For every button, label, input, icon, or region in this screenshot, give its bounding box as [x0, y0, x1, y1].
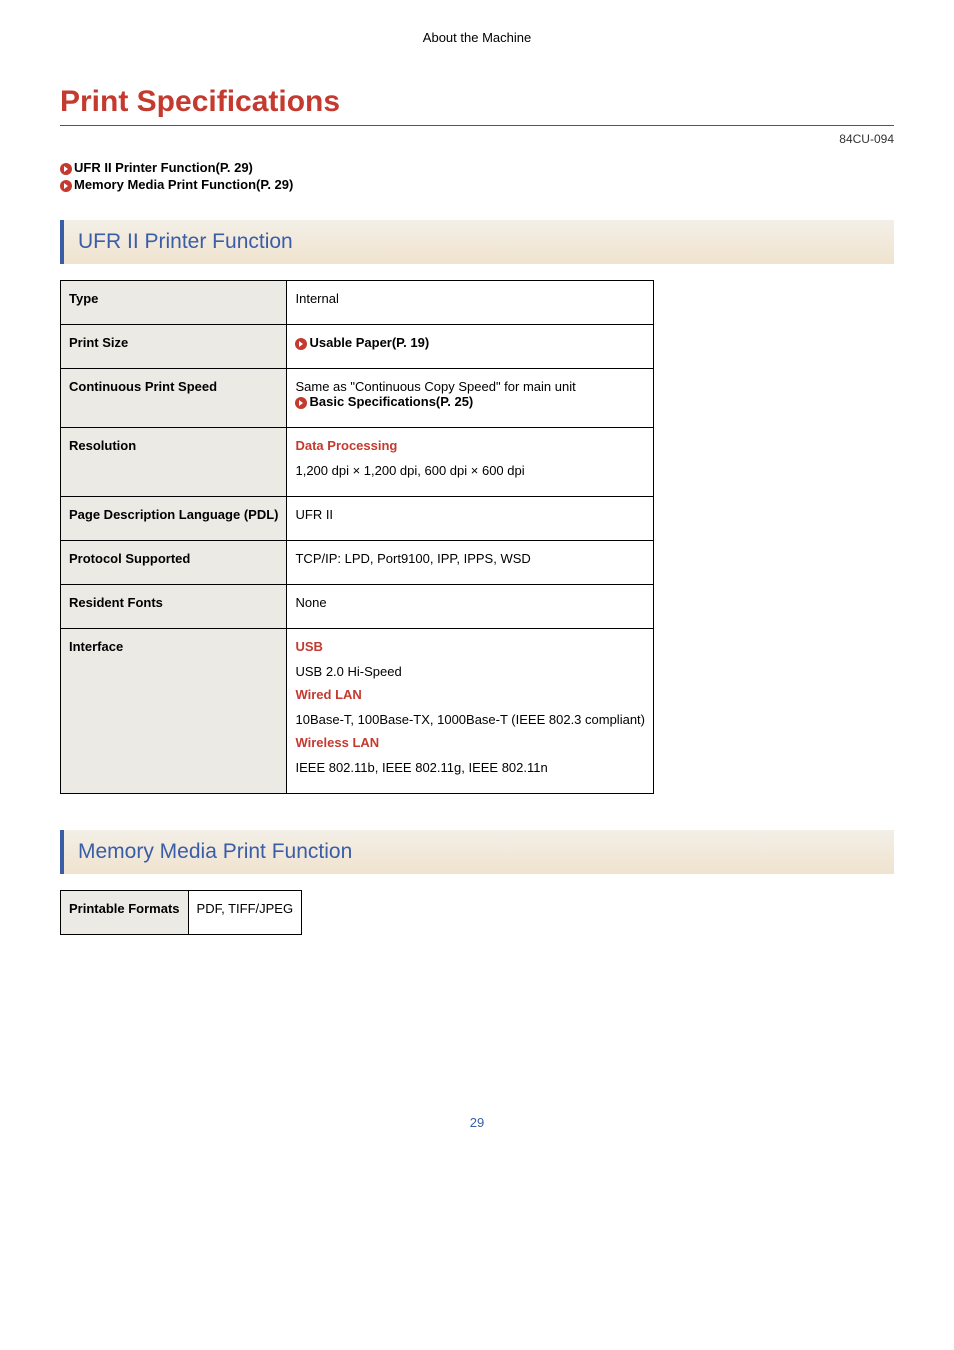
play-icon	[60, 163, 72, 175]
document-id: 84CU-094	[60, 132, 894, 146]
subheading: Wireless LAN	[295, 735, 645, 750]
table-row: Interface USB USB 2.0 Hi-Speed Wired LAN…	[61, 629, 654, 794]
cell-value: USB USB 2.0 Hi-Speed Wired LAN 10Base-T,…	[287, 629, 654, 794]
cell-value: Data Processing 1,200 dpi × 1,200 dpi, 6…	[287, 428, 654, 497]
table-row: Page Description Language (PDL) UFR II	[61, 497, 654, 541]
xref-link[interactable]: Basic Specifications(P. 25)	[309, 394, 473, 409]
cell-label: Printable Formats	[61, 891, 189, 935]
cell-value: Same as "Continuous Copy Speed" for main…	[287, 369, 654, 428]
subheading: Data Processing	[295, 438, 645, 453]
cell-text: USB 2.0 Hi-Speed	[295, 664, 645, 679]
cell-value: Internal	[287, 281, 654, 325]
table-row: Type Internal	[61, 281, 654, 325]
cell-label: Type	[61, 281, 287, 325]
subheading: USB	[295, 639, 645, 654]
memory-spec-table: Printable Formats PDF, TIFF/JPEG	[60, 890, 302, 935]
play-icon	[60, 180, 72, 192]
link-text: UFR II Printer Function(P. 29)	[74, 160, 253, 175]
section-heading-ufr: UFR II Printer Function	[60, 220, 894, 264]
cell-label: Page Description Language (PDL)	[61, 497, 287, 541]
table-row: Resident Fonts None	[61, 585, 654, 629]
table-row: Protocol Supported TCP/IP: LPD, Port9100…	[61, 541, 654, 585]
toc-links: UFR II Printer Function(P. 29) Memory Me…	[60, 160, 894, 192]
page-number: 29	[60, 1115, 894, 1130]
cell-label: Resident Fonts	[61, 585, 287, 629]
table-row: Resolution Data Processing 1,200 dpi × 1…	[61, 428, 654, 497]
cell-label: Continuous Print Speed	[61, 369, 287, 428]
toc-link-memory[interactable]: Memory Media Print Function(P. 29)	[60, 177, 894, 192]
play-icon	[295, 338, 307, 350]
xref-link[interactable]: Usable Paper(P. 19)	[309, 335, 429, 350]
link-text: Memory Media Print Function(P. 29)	[74, 177, 293, 192]
cell-label: Resolution	[61, 428, 287, 497]
table-row: Printable Formats PDF, TIFF/JPEG	[61, 891, 302, 935]
ufr-spec-table: Type Internal Print Size Usable Paper(P.…	[60, 280, 654, 794]
toc-link-ufr[interactable]: UFR II Printer Function(P. 29)	[60, 160, 894, 175]
cell-value: UFR II	[287, 497, 654, 541]
cell-text: IEEE 802.11b, IEEE 802.11g, IEEE 802.11n	[295, 760, 547, 775]
cell-value: None	[287, 585, 654, 629]
table-row: Continuous Print Speed Same as "Continuo…	[61, 369, 654, 428]
section-heading-memory: Memory Media Print Function	[60, 830, 894, 874]
cell-label: Protocol Supported	[61, 541, 287, 585]
cell-text: 1,200 dpi × 1,200 dpi, 600 dpi × 600 dpi	[295, 463, 524, 478]
chapter-title: About the Machine	[60, 30, 894, 45]
cell-value: PDF, TIFF/JPEG	[188, 891, 302, 935]
cell-text: 10Base-T, 100Base-TX, 1000Base-T (IEEE 8…	[295, 712, 645, 727]
cell-text: Same as "Continuous Copy Speed" for main…	[295, 379, 575, 394]
table-row: Print Size Usable Paper(P. 19)	[61, 325, 654, 369]
cell-label: Print Size	[61, 325, 287, 369]
page-title: Print Specifications	[60, 85, 894, 126]
play-icon	[295, 397, 307, 409]
cell-value: Usable Paper(P. 19)	[287, 325, 654, 369]
cell-label: Interface	[61, 629, 287, 794]
cell-value: TCP/IP: LPD, Port9100, IPP, IPPS, WSD	[287, 541, 654, 585]
subheading: Wired LAN	[295, 687, 645, 702]
